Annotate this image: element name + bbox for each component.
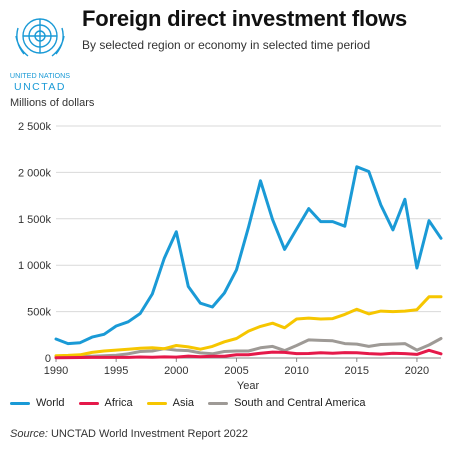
legend-item-asia[interactable]: Asia bbox=[146, 397, 195, 409]
y-tick-label: 500k bbox=[27, 307, 51, 319]
x-tick-label: 1990 bbox=[44, 365, 68, 377]
legend-item-south-central-america[interactable]: South and Central America bbox=[208, 397, 366, 409]
legend-swatch bbox=[146, 401, 167, 405]
x-tick-label: 2020 bbox=[405, 365, 429, 377]
legend: World Africa Asia South and Central Amer… bbox=[10, 397, 366, 409]
y-tick-label: 2 000k bbox=[18, 167, 52, 179]
series-lines bbox=[54, 165, 443, 360]
source-note: Source: UNCTAD World Investment Report 2… bbox=[10, 428, 248, 440]
x-tick-label: 2010 bbox=[284, 365, 308, 377]
series-line-south-and-central-america bbox=[54, 337, 443, 359]
legend-label: Asia bbox=[172, 397, 195, 409]
logo-line2: UNCTAD bbox=[14, 81, 66, 93]
gridlines bbox=[56, 125, 441, 313]
unctad-logo: UNITED NATIONS UNCTAD bbox=[8, 6, 72, 96]
x-axis-title: Year bbox=[237, 380, 260, 392]
y-axis-ticks: 0 500k 1 000k 1 500k 2 000k 2 500k bbox=[18, 121, 52, 365]
x-tick-label: 2005 bbox=[224, 365, 248, 377]
line-chart: Millions of dollars 0 500k 1 000k 1 500k 2 0… bbox=[10, 97, 443, 392]
legend-swatch bbox=[78, 401, 99, 405]
legend-item-africa[interactable]: Africa bbox=[78, 397, 133, 409]
legend-item-world[interactable]: World bbox=[10, 397, 65, 409]
x-tick-label: 2000 bbox=[164, 365, 188, 377]
legend-label: South and Central America bbox=[234, 397, 366, 409]
series-line-asia bbox=[54, 295, 443, 358]
series-line-africa bbox=[54, 348, 443, 360]
logo-line1: UNITED NATIONS bbox=[10, 71, 70, 80]
series-line-world bbox=[54, 165, 443, 346]
legend-label: World bbox=[36, 397, 65, 409]
un-emblem-icon: UNITED NATIONS UNCTAD bbox=[10, 18, 70, 93]
y-tick-label: 2 500k bbox=[18, 121, 52, 133]
y-tick-label: 1 500k bbox=[18, 214, 52, 226]
x-axis-ticks: 1990 1995 2000 2005 2010 2015 2020 bbox=[44, 358, 429, 377]
chart-subtitle: By selected region or economy in selecte… bbox=[82, 38, 371, 52]
legend-swatch bbox=[208, 401, 229, 405]
source-label: Source: bbox=[10, 428, 48, 440]
legend-swatch bbox=[10, 401, 30, 405]
x-tick-label: 2015 bbox=[345, 365, 369, 377]
legend-label: Africa bbox=[104, 397, 133, 409]
x-tick-label: 1995 bbox=[104, 365, 128, 377]
source-text: UNCTAD World Investment Report 2022 bbox=[50, 428, 249, 440]
y-tick-label: 0 bbox=[45, 353, 51, 365]
y-tick-label: 1 000k bbox=[18, 260, 52, 272]
y-axis-title: Millions of dollars bbox=[10, 97, 95, 109]
chart-title: Foreign direct investment flows bbox=[82, 6, 408, 31]
